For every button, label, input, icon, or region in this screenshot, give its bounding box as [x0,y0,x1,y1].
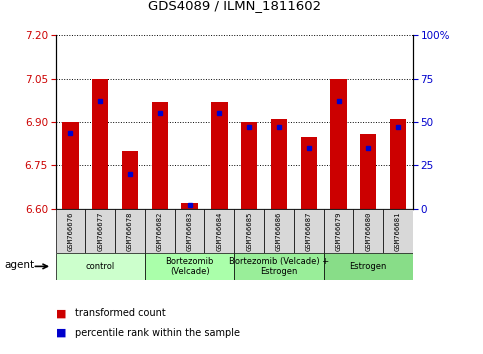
Bar [62,122,79,209]
Bar [324,209,354,253]
Bar [324,253,413,280]
Text: ■: ■ [56,308,66,318]
Text: GSM766687: GSM766687 [306,211,312,251]
Text: GSM766682: GSM766682 [157,211,163,251]
Text: transformed count: transformed count [75,308,166,318]
Bar [300,137,317,209]
Bar [264,209,294,253]
Bar [115,209,145,253]
Text: Bortezomib (Velcade) +
Estrogen: Bortezomib (Velcade) + Estrogen [229,257,329,276]
Bar [56,209,85,253]
Text: GSM766683: GSM766683 [186,211,193,251]
Bar [211,102,227,209]
Bar [145,209,175,253]
Bar [92,79,108,209]
Text: agent: agent [5,259,35,270]
Bar [271,119,287,209]
Bar [145,253,234,280]
Text: GSM766676: GSM766676 [68,211,73,251]
Text: control: control [85,262,115,271]
Bar [234,253,324,280]
Text: GSM766685: GSM766685 [246,211,252,251]
Bar [354,209,383,253]
Bar [234,209,264,253]
Text: GSM766677: GSM766677 [97,211,103,251]
Bar [152,102,168,209]
Bar [204,209,234,253]
Text: percentile rank within the sample: percentile rank within the sample [75,328,240,338]
Bar [122,151,138,209]
Text: GSM766678: GSM766678 [127,211,133,251]
Bar [360,134,376,209]
Text: ■: ■ [56,328,66,338]
Bar [294,209,324,253]
Text: GSM766679: GSM766679 [336,211,341,251]
Text: GSM766681: GSM766681 [395,211,401,251]
Text: GSM766684: GSM766684 [216,211,222,251]
Text: GSM766680: GSM766680 [365,211,371,251]
Bar [330,79,347,209]
Bar [182,203,198,209]
Bar [241,122,257,209]
Bar [390,119,406,209]
Text: GSM766686: GSM766686 [276,211,282,251]
Text: Bortezomib
(Velcade): Bortezomib (Velcade) [165,257,214,276]
Bar [85,209,115,253]
Text: GDS4089 / ILMN_1811602: GDS4089 / ILMN_1811602 [148,0,321,12]
Bar [56,253,145,280]
Text: Estrogen: Estrogen [350,262,387,271]
Bar [383,209,413,253]
Bar [175,209,204,253]
